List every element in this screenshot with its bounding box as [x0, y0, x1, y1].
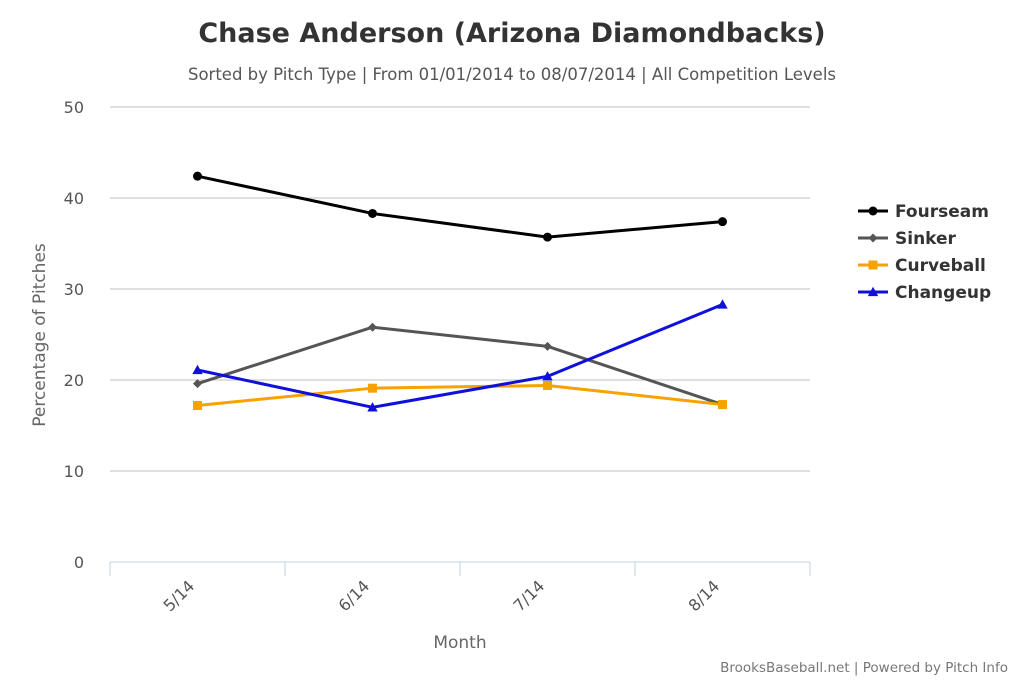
data-point[interactable] — [718, 217, 727, 227]
legend: Fourseam Sinker Curveball Changeup — [858, 202, 991, 303]
y-tick-label: 50 — [64, 98, 84, 117]
data-point[interactable] — [368, 383, 377, 393]
data-point[interactable] — [193, 171, 202, 181]
data-point[interactable] — [542, 371, 553, 381]
legend-item-sinker[interactable]: Sinker — [858, 229, 957, 249]
series-line[interactable] — [196, 302, 724, 409]
y-tick-label: 10 — [64, 462, 84, 481]
legend-label: Curveball — [895, 256, 986, 276]
x-axis: 5/14 6/14 7/14 8/14 — [109, 561, 811, 615]
x-tick-label: 8/14 — [684, 576, 723, 615]
series-lines — [192, 171, 728, 412]
legend-item-changeup[interactable]: Changeup — [858, 283, 991, 303]
y-tick-label: 40 — [64, 189, 84, 208]
chart-title: Chase Anderson (Arizona Diamondbacks) — [198, 18, 825, 49]
legend-label: Changeup — [895, 283, 991, 303]
data-point[interactable] — [717, 299, 728, 309]
legend-label: Sinker — [895, 229, 957, 249]
data-point[interactable] — [367, 402, 378, 412]
data-point[interactable] — [193, 400, 202, 410]
legend-marker — [868, 260, 878, 270]
y-axis-ticks: 0 10 20 30 40 50 — [64, 98, 84, 572]
x-tick-label: 6/14 — [334, 576, 373, 615]
credits-text[interactable]: BrooksBaseball.net | Powered by Pitch In… — [720, 660, 1008, 676]
series-line[interactable] — [196, 383, 724, 407]
series-fourseam — [193, 171, 727, 242]
data-point[interactable] — [368, 208, 377, 218]
series-line[interactable] — [196, 325, 724, 407]
grid — [110, 106, 810, 472]
y-axis-title: Percentage of Pitches — [30, 243, 50, 427]
x-tick-label: 7/14 — [509, 576, 548, 615]
data-point[interactable] — [193, 379, 202, 389]
x-axis-title: Month — [433, 633, 486, 653]
series-curveball — [193, 380, 727, 410]
legend-item-fourseam[interactable]: Fourseam — [858, 202, 989, 222]
x-tick-label: 5/14 — [159, 576, 198, 615]
legend-marker — [868, 233, 878, 243]
legend-marker — [868, 206, 878, 216]
series-line[interactable] — [196, 174, 724, 239]
data-point[interactable] — [718, 400, 727, 410]
y-tick-label: 20 — [64, 371, 84, 390]
data-point[interactable] — [543, 232, 552, 242]
y-tick-label: 0 — [74, 553, 84, 572]
data-point[interactable] — [543, 341, 552, 351]
y-tick-label: 30 — [64, 280, 84, 299]
chart-subtitle: Sorted by Pitch Type | From 01/01/2014 t… — [188, 65, 836, 84]
legend-item-curveball[interactable]: Curveball — [858, 256, 986, 276]
legend-marker — [867, 286, 879, 297]
legend-label: Fourseam — [895, 202, 989, 222]
series-changeup — [192, 299, 728, 412]
data-point[interactable] — [368, 322, 377, 332]
data-point[interactable] — [543, 380, 552, 390]
data-point[interactable] — [192, 364, 203, 375]
